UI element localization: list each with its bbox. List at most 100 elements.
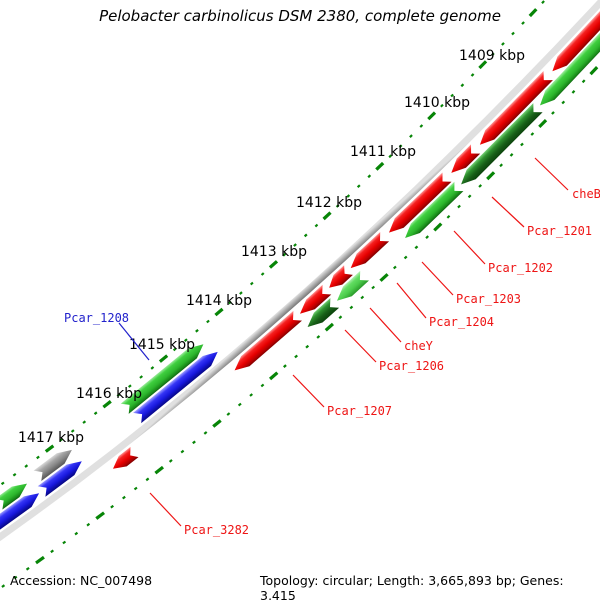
gene-arrow-r1[interactable] [552, 0, 600, 72]
minor-tick-dot [139, 375, 143, 379]
page-title: Pelobacter carbinolicus DSM 2380, comple… [99, 7, 501, 25]
gene-arrow-b2[interactable] [37, 461, 82, 497]
kbp-tick-dash [95, 511, 105, 520]
minor-tick-dot [239, 291, 243, 295]
minor-tick-dot [414, 245, 419, 250]
kbp-tick-dash [379, 273, 389, 282]
gene-arrow-Pcar_3282[interactable] [113, 446, 139, 469]
minor-tick-dot [180, 449, 185, 454]
leader-line-Pcar_3282 [149, 492, 182, 527]
minor-tick-dot [499, 163, 503, 168]
minor-tick-dot [206, 319, 210, 324]
kbp-tick-dash [268, 260, 279, 269]
minor-tick-dot [409, 134, 413, 138]
kbp-tick-dash [375, 161, 385, 171]
gene-arrow-b3[interactable] [0, 493, 40, 531]
minor-tick-dot [335, 204, 340, 208]
gene-arrow-r7[interactable] [300, 284, 332, 314]
minor-tick-dot [551, 111, 555, 115]
gene-arrow-cheY[interactable] [337, 270, 369, 301]
kbp-tick-dash [427, 111, 437, 121]
minor-tick-dot [184, 338, 188, 342]
kbp-tick-dash [538, 119, 548, 128]
kbp-label: 1417 kbp [18, 430, 84, 446]
minor-tick-dot [338, 315, 343, 320]
kbp-tick-dash [214, 307, 224, 317]
kbp-label: 1415 kbp [129, 337, 195, 353]
kbp-tick-dash [212, 419, 222, 428]
gene-arrow-Pcar_1204[interactable] [329, 265, 353, 288]
minor-tick-dot [467, 194, 472, 199]
minor-tick-dot [237, 402, 242, 407]
minor-tick-dot [250, 281, 254, 286]
kbp-tick-dash [433, 222, 443, 232]
gene-arrow-Pcar_1202[interactable] [389, 172, 452, 233]
gene-arrow-gy1[interactable] [33, 449, 72, 481]
kbp-tick-dash [589, 66, 599, 76]
gene-arrow-r3[interactable] [451, 144, 481, 173]
minor-tick-dot [93, 411, 98, 415]
minor-tick-dot [316, 335, 321, 339]
gene-arrow-Pcar_1206[interactable] [307, 298, 340, 327]
minor-tick-dot [86, 522, 91, 527]
minor-tick-dot [371, 285, 375, 290]
gene-arrow-Pcar_1201[interactable] [405, 181, 464, 238]
gene-arrow-g6[interactable] [0, 483, 27, 510]
minor-tick-dot [36, 455, 40, 460]
status-accession: Accession: NC_007498 [10, 573, 153, 588]
kbp-label: 1410 kbp [404, 95, 470, 111]
minor-tick-dot [228, 300, 232, 305]
kbp-label: 1411 kbp [350, 144, 416, 160]
kbp-tick-dash [528, 8, 538, 18]
minor-tick-dot [571, 90, 576, 94]
kbp-label: 1416 kbp [76, 386, 142, 402]
minor-tick-dot [192, 440, 196, 445]
kbp-tick-dash [478, 60, 488, 70]
minor-tick-dot [0, 481, 5, 486]
gene-label-cheY[interactable]: cheY [404, 339, 434, 353]
minor-tick-dot [314, 223, 319, 228]
gene-label-Pcar_3282[interactable]: Pcar_3282 [184, 523, 249, 537]
minor-tick-dot [133, 486, 138, 491]
kbp-tick-dash [324, 322, 334, 332]
gene-label-Pcar_1201[interactable]: Pcar_1201 [527, 224, 592, 238]
gene-label-Pcar_1206[interactable]: Pcar_1206 [379, 359, 444, 373]
gene-arrow-g1[interactable] [540, 0, 600, 106]
minor-tick-dot [530, 132, 535, 136]
gene-arrow-r2[interactable] [479, 71, 553, 145]
minor-tick-dot [70, 429, 75, 433]
status-topology: Topology: circular; Length: 3,665,893 bp… [260, 573, 564, 600]
minor-tick-dot [25, 567, 30, 571]
minor-tick-dot [450, 93, 454, 98]
minor-tick-dot [12, 473, 17, 477]
minor-tick-dot [122, 495, 126, 500]
minor-tick-dot [541, 0, 545, 5]
leader-line-Pcar_1207 [292, 374, 325, 408]
minor-tick-dot [509, 153, 514, 157]
minor-tick-dot [294, 354, 298, 359]
kbp-tick-dash [158, 354, 169, 363]
gene-label-Pcar_1208[interactable]: Pcar_1208 [64, 311, 129, 325]
minor-tick-dot [419, 124, 424, 128]
gene-label-Pcar_1202[interactable]: Pcar_1202 [488, 261, 553, 275]
gene-label-Pcar_1204[interactable]: Pcar_1204 [429, 315, 494, 329]
gene-arrow-Pcar_1203[interactable] [350, 232, 390, 269]
gene-arrow-gr1[interactable] [120, 344, 204, 414]
kbp-label: 1414 kbp [186, 293, 252, 309]
minor-tick-dot [403, 255, 408, 260]
kbp-label: 1413 kbp [241, 244, 307, 260]
minor-tick-dot [226, 412, 231, 416]
leader-line-Pcar_1206 [344, 329, 377, 363]
gene-label-Pcar_1203[interactable]: Pcar_1203 [456, 292, 521, 306]
leader-line-Pcar_1204 [396, 282, 427, 319]
gene-label-Pcar_1207[interactable]: Pcar_1207 [327, 404, 392, 418]
gene-label-cheB[interactable]: cheB [572, 187, 600, 201]
gene-arrow-Pcar_1207[interactable] [234, 310, 302, 371]
minor-tick-dot [62, 540, 67, 545]
minor-tick-dot [346, 194, 351, 198]
gene-arrow-Pcar_1208[interactable] [133, 351, 218, 424]
minor-tick-dot [128, 384, 132, 388]
gene-arrow-cheB[interactable] [461, 103, 543, 185]
